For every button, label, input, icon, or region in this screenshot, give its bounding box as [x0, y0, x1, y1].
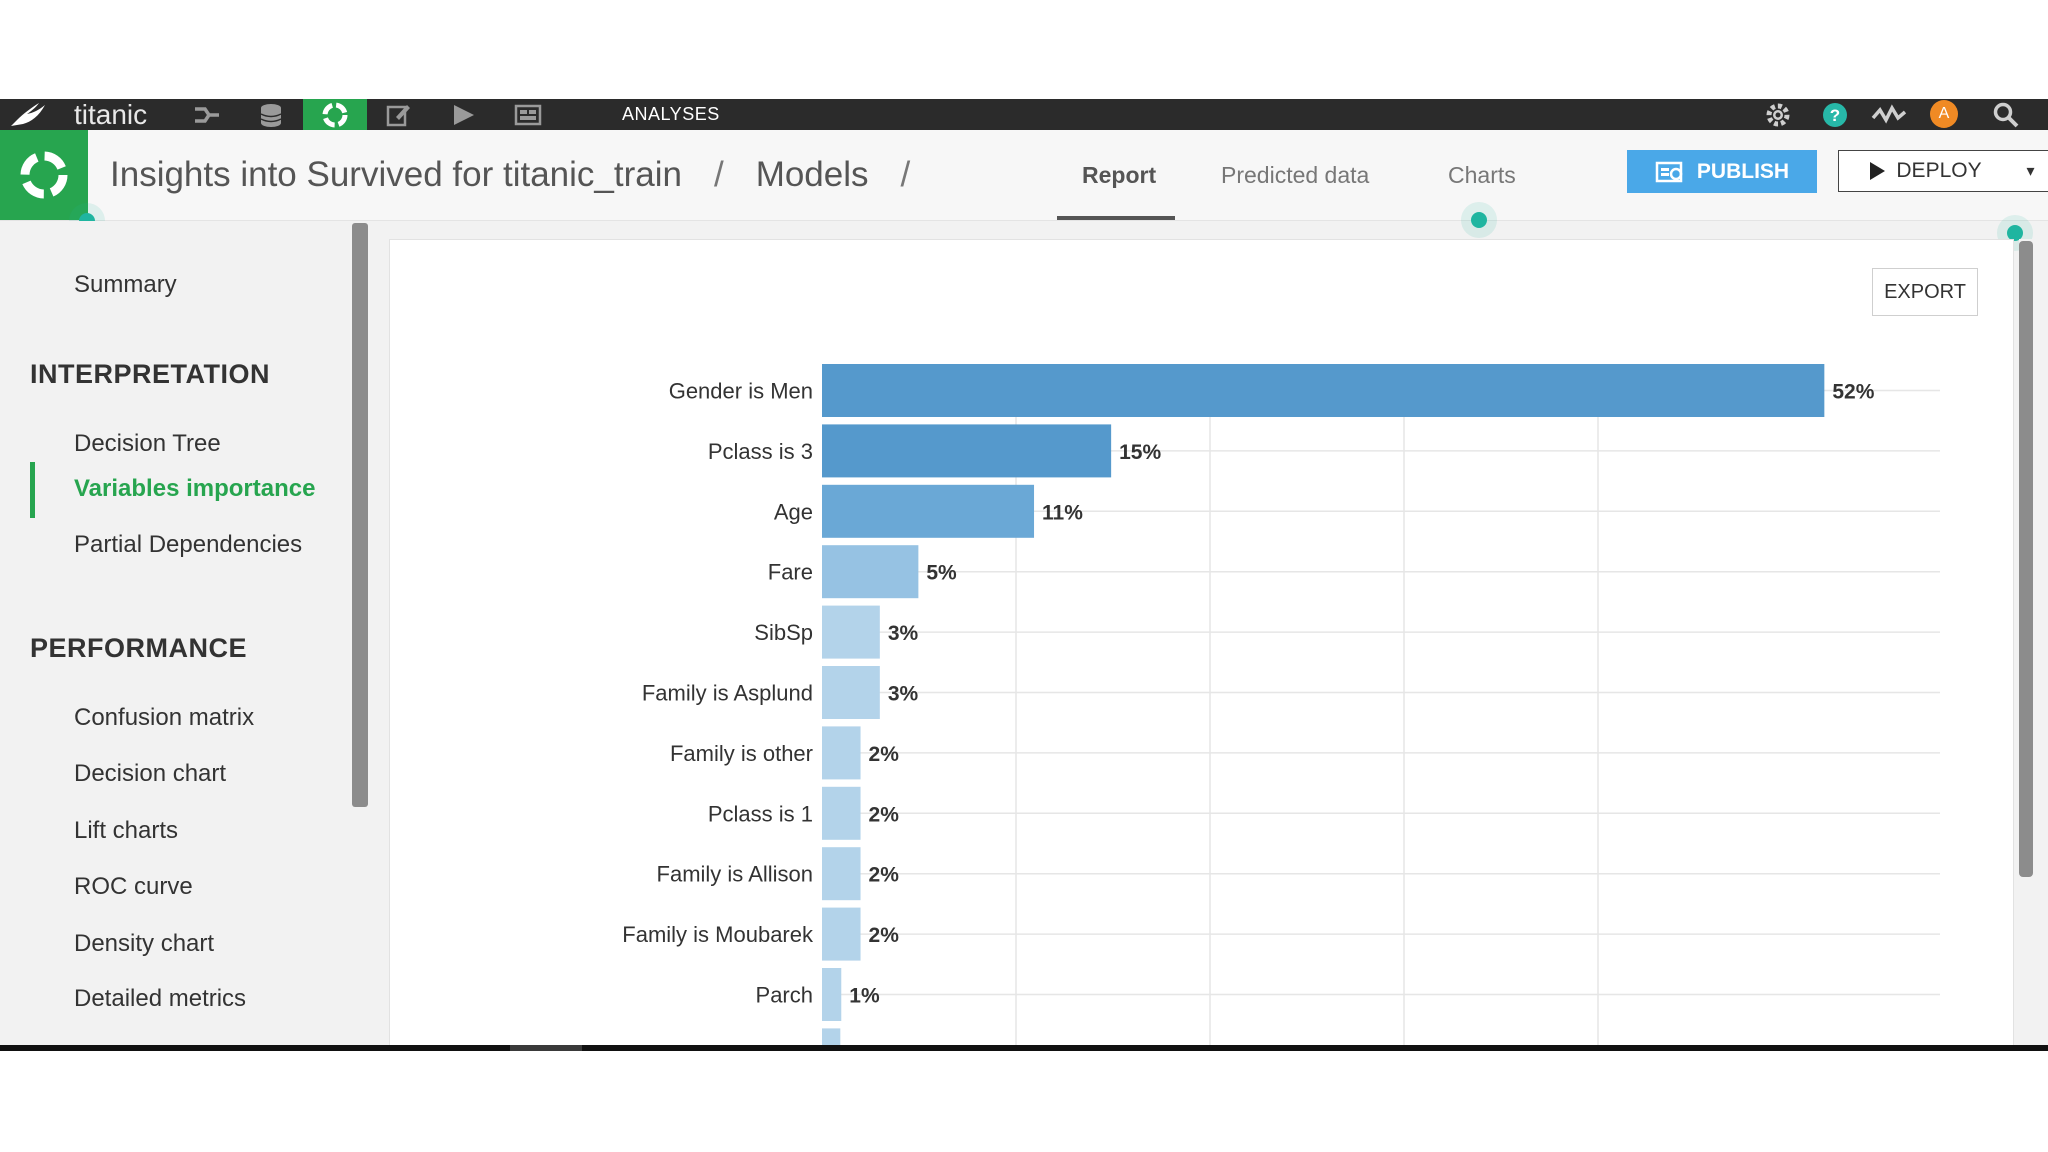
bar-value-label: 2% — [869, 864, 900, 887]
user-avatar[interactable]: A — [1930, 100, 1958, 128]
bar-value-label: 2% — [869, 803, 900, 826]
video-progress-bar — [0, 1045, 2048, 1051]
sidebar-item-decision-tree[interactable]: Decision Tree — [74, 430, 221, 457]
bar — [822, 847, 861, 901]
help-icon[interactable]: ? — [1818, 99, 1852, 130]
sidebar-item-detailed-metrics[interactable]: Detailed metrics — [74, 985, 247, 1012]
svg-text:?: ? — [1830, 106, 1840, 125]
bar-category-label: Family is other — [670, 741, 813, 766]
bar-category-label: Gender is Men — [669, 379, 813, 404]
active-item-indicator — [30, 462, 35, 518]
bar — [822, 545, 919, 599]
app-window: titanic ANALYSES ? A — [0, 99, 2048, 1051]
sidebar-item-lift-charts[interactable]: Lift charts — [74, 817, 179, 844]
analysis-lab-badge-icon — [0, 130, 88, 220]
activity-icon[interactable] — [1866, 99, 1912, 130]
variables-importance-chart: Gender is Men 52% Pclass is 3 15% Age 11% Fare… — [622, 364, 1940, 1051]
bar-value-label: 1% — [849, 985, 880, 1008]
sidebar-item-summary[interactable]: Summary — [74, 271, 177, 298]
breadcrumb: Insights into Survived for titanic_train… — [110, 130, 942, 220]
bar — [822, 726, 861, 780]
onboarding-hotspot[interactable] — [2007, 225, 2023, 241]
report-sidebar: Summary INTERPRETATION Decision Tree Var… — [0, 221, 352, 1051]
publish-label: PUBLISH — [1696, 159, 1790, 183]
sidebar-item-decision-chart[interactable]: Decision chart — [74, 760, 227, 787]
sidebar-item-variables-importance[interactable]: Variables importance — [74, 475, 316, 502]
dataiku-bird-logo-icon[interactable] — [0, 99, 58, 130]
bar-value-label: 5% — [926, 562, 957, 585]
bar-value-label: 2% — [869, 924, 900, 947]
bar-value-label: 15% — [1119, 441, 1161, 464]
project-name[interactable]: titanic — [74, 99, 148, 130]
bar — [822, 666, 880, 719]
tab-charts[interactable]: Charts — [1448, 161, 1516, 188]
bar-category-label: Family is Moubarek — [622, 922, 814, 947]
breadcrumb-models[interactable]: Models — [755, 155, 869, 194]
lab-icon[interactable] — [303, 99, 367, 130]
dashboard-icon[interactable] — [501, 99, 555, 130]
bar-value-label: 3% — [888, 683, 919, 706]
sidebar-section-performance: PERFORMANCE — [30, 633, 248, 663]
play-icon — [1870, 162, 1886, 180]
publish-button[interactable]: PUBLISH — [1627, 150, 1817, 193]
deploy-label: DEPLOY — [1896, 159, 1982, 182]
bar-category-label: Family is Allison — [657, 862, 813, 887]
datasets-icon[interactable] — [244, 99, 298, 130]
bar — [822, 907, 861, 961]
bar-category-label: Pclass is 3 — [708, 439, 813, 464]
sidebar-item-density-chart[interactable]: Density chart — [74, 930, 215, 957]
bar-category-label: Family is Asplund — [642, 681, 813, 706]
search-icon[interactable] — [1986, 99, 2026, 130]
caret-down-icon: ▾ — [2026, 163, 2035, 180]
top-navigation-bar: titanic ANALYSES ? A — [0, 99, 2048, 130]
video-progress-segment — [510, 1045, 582, 1051]
bar-category-label: Age — [774, 499, 813, 524]
bar — [822, 605, 880, 659]
sidebar-item-partial-dependencies[interactable]: Partial Dependencies — [74, 531, 303, 558]
export-button[interactable]: EXPORT — [1872, 268, 1978, 316]
tab-report[interactable]: Report — [1082, 161, 1157, 188]
bar — [822, 364, 1825, 417]
active-tab-indicator — [1057, 216, 1175, 220]
page-header: Insights into Survived for titanic_train… — [0, 130, 2048, 221]
bar — [822, 424, 1112, 478]
sidebar-scrollbar-thumb[interactable] — [352, 223, 368, 807]
bar-value-label: 52% — [1832, 381, 1874, 404]
scenario-icon[interactable] — [436, 99, 490, 130]
analyses-menu[interactable]: ANALYSES — [622, 104, 720, 124]
content-scrollbar-thumb[interactable] — [2019, 241, 2033, 877]
tab-predicted-data[interactable]: Predicted data — [1221, 161, 1370, 188]
flow-icon[interactable] — [180, 99, 234, 130]
bar — [822, 968, 842, 1021]
bar — [822, 786, 861, 840]
bar-category-label: Parch — [756, 983, 813, 1008]
settings-icon[interactable] — [1758, 99, 1798, 130]
bar-category-label: Fare — [768, 560, 813, 585]
sidebar-section-interpretation: INTERPRETATION — [30, 359, 270, 389]
deploy-button[interactable]: DEPLOY — [1838, 150, 2012, 192]
onboarding-hotspot[interactable] — [1471, 212, 1487, 228]
bar-value-label: 2% — [869, 743, 900, 766]
bar — [822, 484, 1035, 538]
bar-value-label: 11% — [1042, 501, 1083, 524]
breadcrumb-analysis[interactable]: Insights into Survived for titanic_train — [110, 155, 682, 194]
bar-category-label: Pclass is 1 — [708, 801, 813, 826]
sidebar-item-confusion-matrix[interactable]: Confusion matrix — [74, 704, 255, 731]
bar-category-label: SibSp — [754, 620, 813, 645]
notebook-icon[interactable] — [371, 99, 425, 130]
breadcrumb-separator: / — [900, 155, 911, 194]
breadcrumb-separator: / — [713, 155, 724, 194]
dashboard-publish-icon — [1655, 161, 1683, 182]
sidebar-item-roc-curve[interactable]: ROC curve — [74, 873, 193, 900]
bar-value-label: 3% — [888, 622, 919, 645]
deploy-dropdown-toggle[interactable]: ▾ — [2011, 150, 2048, 192]
